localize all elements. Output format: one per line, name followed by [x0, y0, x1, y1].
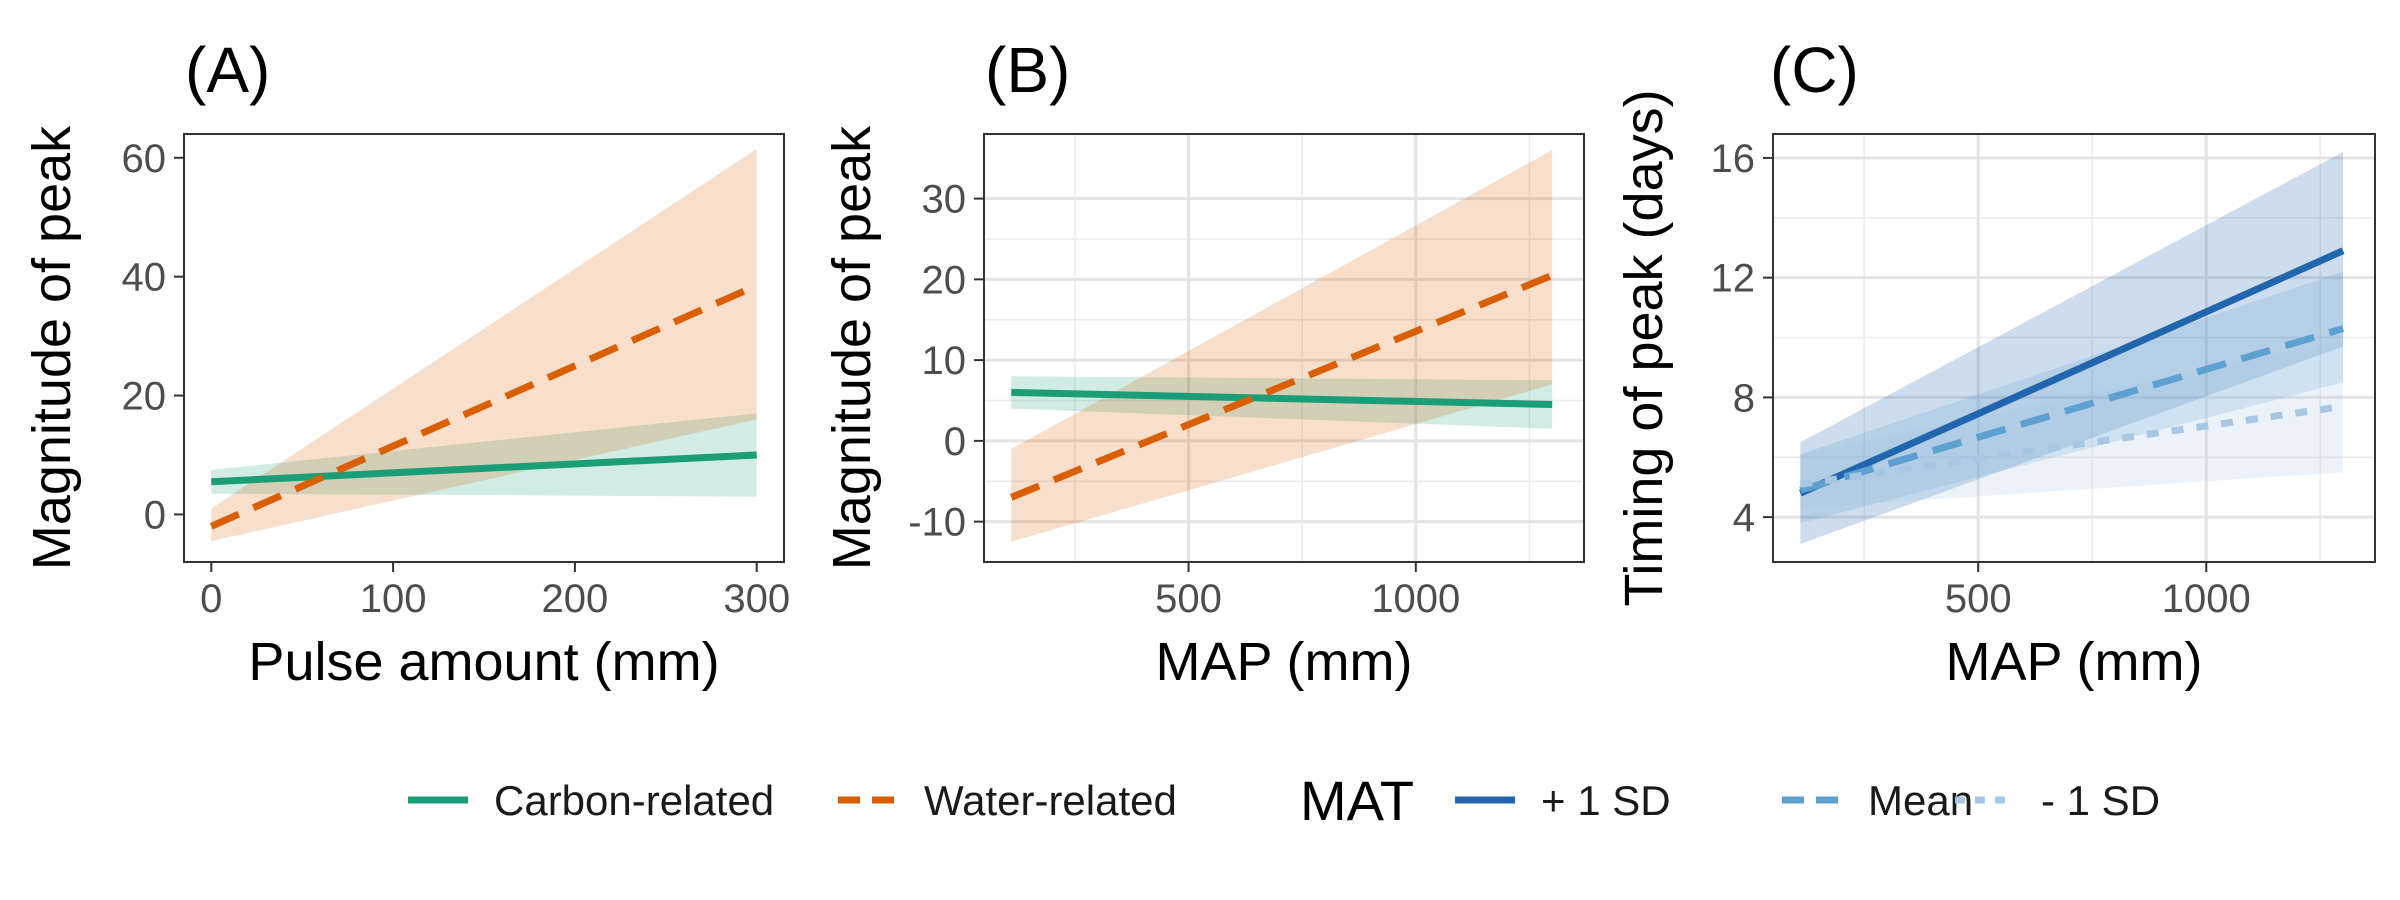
y-tick-label: 30 [922, 178, 967, 222]
ci-band-mean [1800, 271, 2344, 524]
y-tick-label: 60 [122, 137, 167, 181]
panel-tag: (B) [985, 34, 1070, 106]
x-tick-label: 1000 [2162, 577, 2251, 621]
y-tick-label: 8 [1733, 376, 1755, 420]
y-tick-label: 40 [122, 256, 167, 300]
x-tick-label: 1000 [1371, 577, 1460, 621]
panel-border [1772, 133, 2376, 563]
y-axis-title: Magnitude of peak [822, 125, 882, 570]
x-tick-label: 0 [200, 577, 222, 621]
panel-border [983, 133, 1585, 563]
panel-c: 500 1000 4 8 12 16 (C) MAP (mm) Timing of peak (… [1614, 34, 2376, 692]
y-tick-label: 10 [922, 339, 967, 383]
y-axis-title: Timing of peak (days) [1614, 89, 1674, 606]
x-axis-title: Pulse amount (mm) [248, 632, 719, 692]
legend-item: - 1 SD [1955, 777, 2160, 824]
panel-a: 0 100 200 300 0 20 40 60 (A) Pulse amount (mm) Mag… [22, 34, 790, 692]
legend-item: Carbon-related [408, 777, 774, 824]
y-tick-label: 16 [1711, 137, 1756, 181]
legend-title-mat: MAT [1300, 769, 1414, 832]
plot-area [1773, 134, 2375, 562]
panel-tag: (C) [1770, 34, 1859, 106]
ci-band-water-related [211, 148, 757, 542]
y-tick-label: 0 [944, 420, 966, 464]
series-line-carbon-related [211, 451, 757, 486]
series-line-mean [1799, 325, 2345, 494]
ci-band-1-sd [1800, 151, 2344, 545]
legend-item: Mean [1782, 777, 1973, 824]
y-tick-label: -10 [908, 501, 966, 545]
legend: Carbon-related Water-related MAT + 1 SD Mean… [408, 769, 2160, 832]
legend-label: Carbon-related [494, 777, 774, 824]
x-axis-title: MAP (mm) [1156, 632, 1413, 692]
x-tick-label: 100 [360, 577, 427, 621]
x-tick-label: 300 [723, 577, 790, 621]
x-tick-label: 500 [1945, 577, 2012, 621]
y-tick-label: 12 [1711, 257, 1756, 301]
plot-area [984, 134, 1584, 562]
y-axis-title: Magnitude of peak [22, 125, 82, 570]
legend-label: Water-related [924, 777, 1177, 824]
ci-band-carbon-related [1011, 376, 1553, 429]
y-tick-label: 0 [144, 493, 166, 537]
panel-b: 500 1000 -10 0 10 20 30 (B) MAP (mm) Magnitude of… [822, 34, 1585, 692]
legend-label: + 1 SD [1541, 777, 1671, 824]
plot-area [184, 134, 784, 562]
y-tick-label: 4 [1733, 496, 1755, 540]
x-tick-label: 500 [1155, 577, 1222, 621]
x-tick-label: 200 [542, 577, 609, 621]
y-tick-label: 20 [122, 375, 167, 419]
series-line-water-related [209, 282, 759, 530]
panel-tag: (A) [185, 34, 270, 106]
legend-item: Water-related [838, 777, 1177, 824]
series-line-water-related [1009, 272, 1554, 501]
series-line-1-sd [1798, 247, 2345, 497]
x-axis-title: MAP (mm) [1946, 632, 2203, 692]
legend-label: - 1 SD [2041, 777, 2160, 824]
legend-item: + 1 SD [1455, 777, 1671, 824]
series-line-1-sd [1799, 402, 2344, 488]
y-tick-label: 20 [922, 258, 967, 302]
series-line-carbon-related [1011, 388, 1553, 409]
panel-border [183, 133, 785, 563]
